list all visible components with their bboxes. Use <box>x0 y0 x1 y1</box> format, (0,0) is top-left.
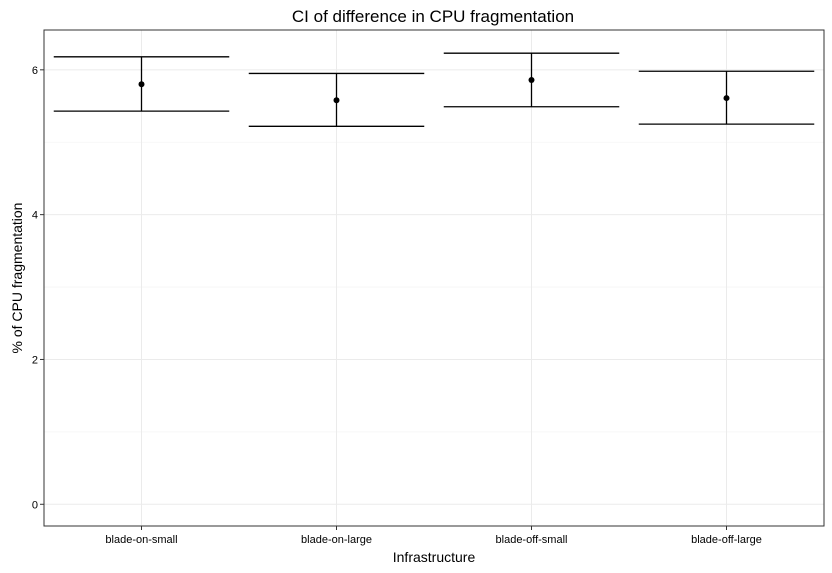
x-tick-label: blade-on-large <box>301 534 372 546</box>
x-axis-title: Infrastructure <box>393 549 476 565</box>
y-tick-label: 6 <box>32 65 38 77</box>
chart-title: CI of difference in CPU fragmentation <box>292 7 574 26</box>
x-tick-label: blade-off-small <box>496 534 568 546</box>
panel-grid <box>44 30 824 526</box>
point-estimate <box>138 81 145 88</box>
x-tick-label: blade-off-large <box>691 534 762 546</box>
point-estimate <box>333 97 340 104</box>
y-tick-label: 0 <box>32 499 38 511</box>
x-axis: blade-on-small blade-on-large blade-off-sm… <box>105 526 762 546</box>
panel-border <box>43 29 825 527</box>
y-tick-label: 4 <box>32 210 38 222</box>
chart-marks <box>53 52 815 127</box>
y-axis: 0 2 4 6 <box>32 65 44 511</box>
x-tick-label: blade-on-small <box>105 534 177 546</box>
point-estimate <box>528 76 535 83</box>
y-tick-label: 2 <box>32 354 38 366</box>
y-axis-title: % of CPU fragmentation <box>9 203 25 354</box>
point-estimate <box>723 95 730 102</box>
